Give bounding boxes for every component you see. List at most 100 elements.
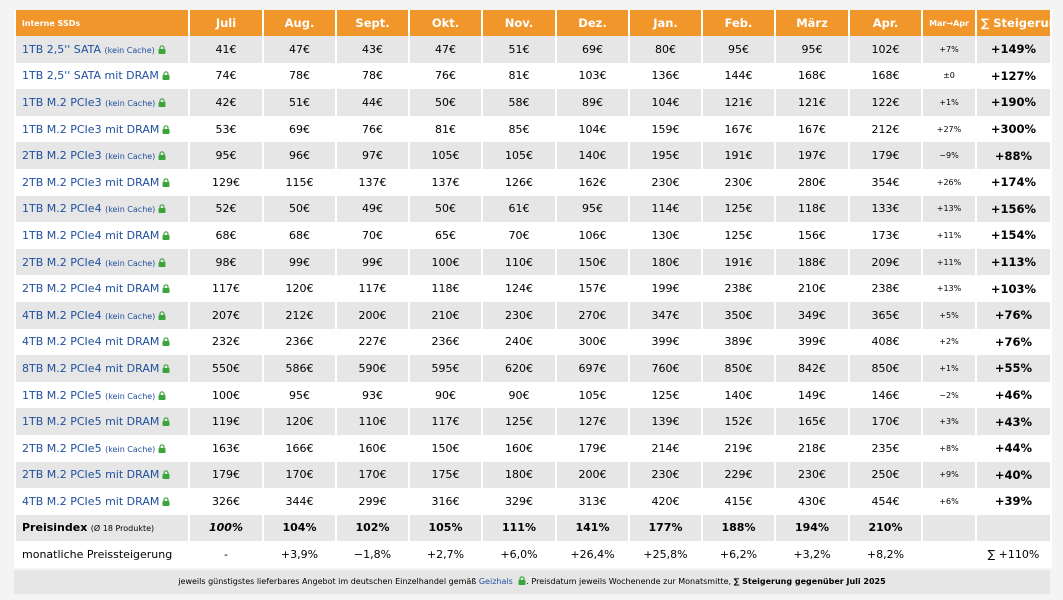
total-change: +103% [975,275,1052,302]
product-name[interactable]: 4TB M.2 PCIe4 mit DRAM [22,335,160,349]
empty-cell [921,514,977,542]
product-name-cell: 1TB M.2 PCIe5 mit DRAM [14,408,190,435]
lock-icon [162,71,170,81]
product-name-cell: 1TB M.2 PCIe5 (kein Cache) [14,381,190,409]
monthly-cell: +3,2% [774,541,850,568]
price-cell: 210€ [774,275,850,302]
price-cell: 160€ [335,434,410,462]
product-name[interactable]: 2TB M.2 PCIe4 [22,255,102,269]
price-cell: 117€ [335,275,410,302]
product-name[interactable]: 1TB M.2 PCIe5 [22,388,102,402]
price-cell: 90€ [408,381,483,409]
price-cell: 175€ [408,461,483,489]
price-cell: 121€ [701,89,776,116]
lock-icon [158,257,166,267]
product-name[interactable]: 2TB M.2 PCIe4 mit DRAM [22,282,160,296]
price-cell: 137€ [408,168,483,196]
product-name-cell: 1TB 2,5'' SATA mit DRAM [14,62,190,90]
price-cell: 95€ [262,381,337,409]
price-cell: 210€ [408,301,483,329]
index-label: Preisindex [22,521,88,535]
product-name[interactable]: 1TB 2,5'' SATA [22,42,102,56]
product-row: 1TB 2,5'' SATA (kein Cache) 41€ 47€ 43€ 47€ 5… [14,36,1052,63]
price-cell: 47€ [408,36,483,63]
lock-icon [162,470,170,480]
product-name[interactable]: 2TB M.2 PCIe5 [22,441,102,455]
price-cell: 697€ [555,355,630,382]
price-cell: 150€ [408,434,483,462]
month-change: +11% [921,222,977,249]
price-cell: 126€ [481,168,557,196]
price-cell: 97€ [335,142,410,169]
price-cell: 78€ [262,62,337,90]
column-header: Juli [188,10,264,36]
price-cell: 240€ [481,328,557,356]
price-cell: 140€ [555,142,630,169]
price-cell: 162€ [555,168,630,196]
price-cell: 157€ [555,275,630,302]
price-cell: 399€ [774,328,850,356]
price-cell: 349€ [774,301,850,329]
product-name[interactable]: 1TB M.2 PCIe5 mit DRAM [22,415,160,429]
product-name[interactable]: 1TB M.2 PCIe4 [22,202,102,216]
product-row: 2TB M.2 PCIe4 (kein Cache) 98€ 99€ 99€ 100€ 1… [14,248,1052,276]
price-cell: 197€ [774,142,850,169]
product-name[interactable]: 2TB M.2 PCIe3 [22,149,102,163]
price-cell: 98€ [188,248,264,276]
index-cell: 104% [262,514,337,542]
month-change: +7% [921,36,977,63]
price-cell: 168€ [774,62,850,90]
month-change: +26% [921,168,977,196]
price-cell: 230€ [481,301,557,329]
column-header: Mar→Apr [921,10,977,36]
table-body: 1TB 2,5'' SATA (kein Cache) 41€ 47€ 43€ 47€ 5… [14,36,1052,568]
product-name-cell: 1TB M.2 PCIe3 (kein Cache) [14,89,190,116]
product-name[interactable]: 2TB M.2 PCIe3 mit DRAM [22,175,160,189]
product-name[interactable]: 1TB 2,5'' SATA mit DRAM [22,69,159,83]
month-change: −9% [921,142,977,169]
empty-cell [921,541,977,568]
total-change: +156% [975,195,1052,223]
product-row: 2TB M.2 PCIe3 mit DRAM 129€ 115€ 137€ 137€ 12… [14,168,1052,196]
column-header: Sept. [335,10,410,36]
price-cell: 50€ [408,89,483,116]
price-cell: 81€ [481,62,557,90]
source-link[interactable]: Geizhals [478,577,513,586]
product-name[interactable]: 4TB M.2 PCIe5 mit DRAM [22,494,160,508]
price-cell: 152€ [701,408,776,435]
price-cell: 81€ [408,115,483,143]
price-cell: 207€ [188,301,264,329]
month-change: +9% [921,461,977,489]
price-cell: 121€ [774,89,850,116]
product-name-cell: 4TB M.2 PCIe5 mit DRAM [14,488,190,515]
product-name[interactable]: 1TB M.2 PCIe3 mit DRAM [22,122,160,136]
price-cell: 159€ [628,115,703,143]
price-cell: 119€ [188,408,264,435]
column-header: ∑ Steigerung [975,10,1052,36]
product-name[interactable]: 8TB M.2 PCIe4 mit DRAM [22,361,160,375]
monthly-cell: +25,8% [628,541,703,568]
price-cell: 99€ [335,248,410,276]
product-name[interactable]: 2TB M.2 PCIe5 mit DRAM [22,468,160,482]
price-cell: 586€ [262,355,337,382]
lock-icon [162,497,170,506]
price-cell: 238€ [701,275,776,302]
price-cell: 69€ [262,115,337,143]
product-name[interactable]: 1TB M.2 PCIe3 [22,95,102,109]
index-label-cell: Preisindex (Ø 18 Produkte) [14,514,190,542]
price-cell: 104€ [555,115,630,143]
product-name[interactable]: 4TB M.2 PCIe4 [22,308,102,322]
total-change: +127% [975,62,1052,90]
price-cell: 842€ [774,355,850,382]
product-row: 4TB M.2 PCIe5 mit DRAM 326€ 344€ 299€ 316€ 32… [14,488,1052,515]
product-name-cell: 4TB M.2 PCIe4 mit DRAM [14,328,190,356]
price-cell: 110€ [335,408,410,435]
price-cell: 166€ [262,434,337,462]
price-cell: 212€ [262,301,337,329]
price-cell: 76€ [335,115,410,143]
index-cell: 188% [701,514,776,542]
product-name-cell: 1TB M.2 PCIe4 mit DRAM [14,222,190,249]
product-name[interactable]: 1TB M.2 PCIe4 mit DRAM [22,228,160,242]
price-cell: 218€ [774,434,850,462]
monthly-cell: - [188,541,264,568]
